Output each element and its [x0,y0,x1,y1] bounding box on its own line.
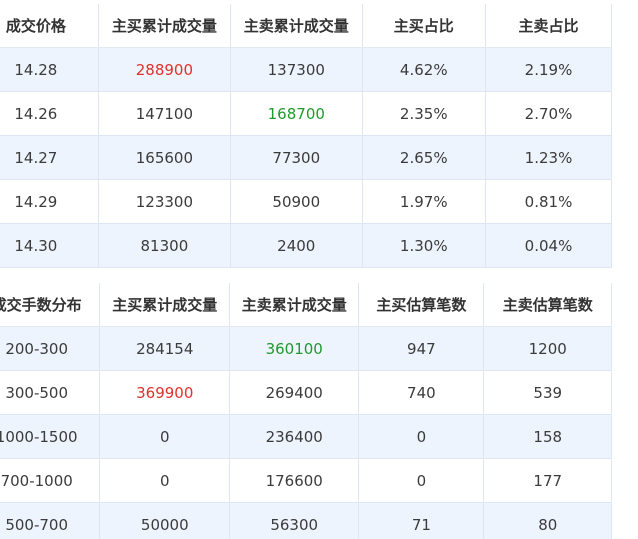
cell-sell-volume: 2400 [230,223,363,268]
cell-sell-count: 80 [483,502,612,539]
cell-sell-volume: 56300 [229,502,360,539]
cell-buy-volume: 123300 [98,179,232,224]
cell-buy-volume: 284154 [99,326,231,371]
header-sell-volume: 主卖累计成交量 [229,283,360,327]
table-row: 300-500 369900 269400 740 539 [0,370,612,415]
table-row: 700-1000 0 176600 0 177 [0,458,612,503]
cell-sell-volume: 176600 [229,458,360,503]
header-lot-range: 成交手数分布 [0,283,101,327]
cell-sell-volume: 269400 [229,370,360,415]
cell-price: 14.28 [0,47,99,92]
cell-sell-ratio: 0.04% [485,223,612,268]
cell-buy-volume: 81300 [98,223,232,268]
cell-buy-volume: 0 [99,458,231,503]
table-row: 1000-1500 0 236400 0 158 [0,414,612,459]
header-buy-volume: 主买累计成交量 [99,283,231,327]
cell-buy-volume: 165600 [98,135,232,180]
table-row: 14.30 81300 2400 1.30% 0.04% [0,223,612,268]
cell-sell-count: 158 [483,414,612,459]
table-row: 14.29 123300 50900 1.97% 0.81% [0,179,612,224]
header-sell-ratio: 主卖占比 [485,4,612,48]
cell-sell-volume: 360100 [229,326,360,371]
cell-buy-volume: 50000 [99,502,231,539]
cell-price: 14.29 [0,179,99,224]
cell-lot-range: 1000-1500 [0,414,101,459]
table-row: 14.26 147100 168700 2.35% 2.70% [0,91,612,136]
cell-sell-ratio: 2.19% [485,47,612,92]
header-buy-volume: 主买累计成交量 [98,4,232,48]
cell-buy-count: 71 [358,502,485,539]
cell-sell-count: 539 [483,370,612,415]
cell-sell-count: 1200 [483,326,612,371]
cell-buy-ratio: 2.65% [362,135,487,180]
cell-buy-count: 740 [358,370,485,415]
cell-sell-ratio: 1.23% [485,135,612,180]
cell-buy-count: 0 [358,414,485,459]
cell-lot-range: 500-700 [0,502,101,539]
cell-sell-count: 177 [483,458,612,503]
cell-sell-ratio: 0.81% [485,179,612,224]
table-row: 14.27 165600 77300 2.65% 1.23% [0,135,612,180]
table-header-row: 成交价格 主买累计成交量 主卖累计成交量 主买占比 主卖占比 [0,4,612,48]
cell-lot-range: 300-500 [0,370,101,415]
cell-buy-count: 0 [358,458,485,503]
header-sell-volume: 主卖累计成交量 [230,4,363,48]
cell-buy-volume: 147100 [98,91,232,136]
cell-sell-volume: 168700 [230,91,363,136]
cell-sell-volume: 137300 [230,47,363,92]
cell-price: 14.26 [0,91,99,136]
table-header-row: 成交手数分布 主买累计成交量 主卖累计成交量 主买估算笔数 主卖估算笔数 [0,283,612,327]
cell-buy-volume: 369900 [99,370,231,415]
cell-buy-volume: 0 [99,414,231,459]
table-row: 500-700 50000 56300 71 80 [0,502,612,539]
cell-sell-volume: 236400 [229,414,360,459]
cell-price: 14.30 [0,223,99,268]
header-buy-count: 主买估算笔数 [358,283,485,327]
cell-buy-ratio: 1.30% [362,223,487,268]
cell-buy-ratio: 2.35% [362,91,487,136]
table-row: 200-300 284154 360100 947 1200 [0,326,612,371]
cell-buy-ratio: 4.62% [362,47,487,92]
table-row: 14.28 288900 137300 4.62% 2.19% [0,47,612,92]
cell-buy-ratio: 1.97% [362,179,487,224]
cell-lot-range: 700-1000 [0,458,101,503]
cell-sell-volume: 50900 [230,179,363,224]
header-price: 成交价格 [0,4,99,48]
lot-size-distribution-table: 成交手数分布 主买累计成交量 主卖累计成交量 主买估算笔数 主卖估算笔数 200… [0,283,612,539]
cell-price: 14.27 [0,135,99,180]
cell-sell-volume: 77300 [230,135,363,180]
cell-sell-ratio: 2.70% [485,91,612,136]
header-sell-count: 主卖估算笔数 [483,283,612,327]
price-volume-table: 成交价格 主买累计成交量 主卖累计成交量 主买占比 主卖占比 14.28 288… [0,4,612,268]
cell-lot-range: 200-300 [0,326,101,371]
cell-buy-volume: 288900 [98,47,232,92]
header-buy-ratio: 主买占比 [362,4,487,48]
cell-buy-count: 947 [358,326,485,371]
